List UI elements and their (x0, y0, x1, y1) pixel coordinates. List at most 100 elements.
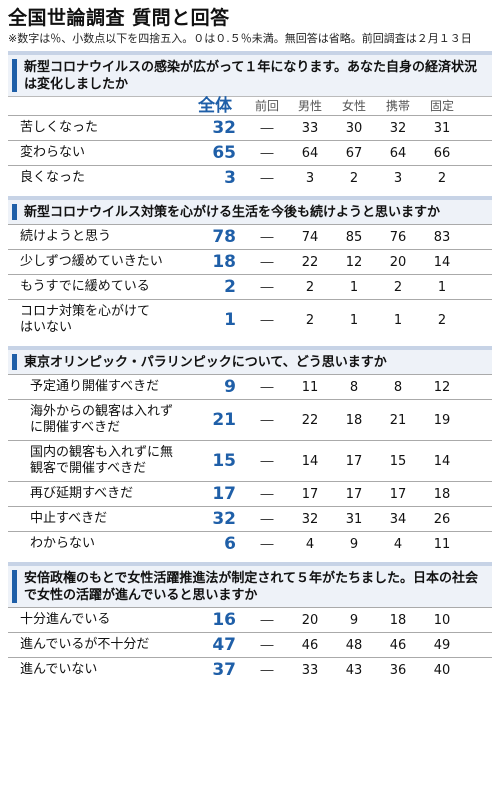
female-value: 9 (349, 612, 359, 628)
prev-value: ― (260, 511, 274, 527)
table-row: 海外からの観客は入れずに開催すべきだ 21 ― 22 18 21 19 (8, 399, 492, 440)
male-value: 4 (305, 536, 315, 552)
mobile-value: 8 (393, 379, 403, 395)
mobile-value: 17 (389, 486, 407, 502)
male-value: 74 (301, 229, 319, 245)
male-value: 22 (301, 254, 319, 270)
prev-value: ― (260, 662, 274, 678)
prev-value: ― (260, 453, 274, 469)
male-value: 2 (305, 312, 315, 328)
answer-label: 苦しくなった (20, 120, 99, 135)
mobile-value: 34 (389, 511, 407, 527)
landline-value: 18 (433, 486, 451, 502)
male-value: 33 (301, 662, 319, 678)
answer-label: 中止すべきだ (30, 511, 108, 526)
table-row: 進んでいない 37 ― 33 43 36 40 (8, 657, 492, 682)
male-value: 17 (301, 486, 319, 502)
prev-value: ― (260, 279, 274, 295)
total-value: 47 (212, 635, 236, 655)
male-value: 14 (301, 453, 319, 469)
mobile-value: 46 (389, 637, 407, 653)
prev-value: ― (260, 486, 274, 502)
column-header-row: 全体 前回 男性 女性 携帯 固定 (8, 96, 492, 115)
landline-value: 66 (433, 145, 451, 161)
female-value: 18 (345, 412, 363, 428)
accent-bar (12, 354, 17, 370)
total-value: 17 (212, 484, 236, 504)
table-row: 再び延期すべきだ 17 ― 17 17 17 18 (8, 481, 492, 506)
accent-bar (12, 570, 17, 603)
answer-label: 国内の観客も入れずに無観客で開催すべきだ (30, 445, 174, 476)
male-value: 2 (305, 279, 315, 295)
mobile-value: 36 (389, 662, 407, 678)
question-section-1: 新型コロナウイルスの感染が広がって１年になります。あなた自身の経済状況は変化しま… (8, 51, 492, 190)
prev-value: ― (260, 254, 274, 270)
answer-label: 少しずつ緩めていきたい (20, 254, 163, 269)
female-value: 2 (349, 170, 359, 186)
mobile-value: 4 (393, 536, 403, 552)
table-row: 進んでいるが不十分だ 47 ― 46 48 46 49 (8, 632, 492, 657)
prev-value: ― (260, 170, 274, 186)
female-value: 85 (345, 229, 363, 245)
header-male: 男性 (297, 99, 322, 113)
answer-label: もうすでに緩めている (20, 279, 150, 294)
total-value: 16 (212, 610, 236, 630)
table-row: 予定通り開催すべきだ 9 ― 11 8 8 12 (8, 374, 492, 399)
mobile-value: 20 (389, 254, 407, 270)
female-value: 48 (345, 637, 363, 653)
female-value: 30 (345, 120, 363, 136)
table-row: 続けようと思う 78 ― 74 85 76 83 (8, 224, 492, 249)
prev-value: ― (260, 145, 274, 161)
table-row: もうすでに緩めている 2 ― 2 1 2 1 (8, 274, 492, 299)
table-row: 変わらない 65 ― 64 67 64 66 (8, 140, 492, 165)
total-value: 15 (212, 451, 236, 471)
accent-bar (12, 59, 17, 92)
header-mobile: 携帯 (385, 99, 410, 113)
male-value: 11 (301, 379, 319, 395)
female-value: 1 (349, 279, 359, 295)
prev-value: ― (260, 412, 274, 428)
landline-value: 2 (437, 170, 447, 186)
question-text: 安倍政権のもとで女性活躍推進法が制定されて５年がたちました。日本の社会で女性の活… (8, 566, 492, 607)
answer-label: 進んでいるが不十分だ (20, 637, 150, 652)
answer-label: 海外からの観客は入れずに開催すべきだ (30, 404, 174, 435)
mobile-value: 3 (393, 170, 403, 186)
landline-value: 40 (433, 662, 451, 678)
total-value: 78 (212, 227, 236, 247)
table-row: 良くなった 3 ― 3 2 3 2 (8, 165, 492, 190)
header-female: 女性 (341, 99, 366, 113)
mobile-value: 21 (389, 412, 407, 428)
table-row: コロナ対策を心がけてはいない 1 ― 2 1 1 2 (8, 299, 492, 340)
male-value: 20 (301, 612, 319, 628)
landline-value: 12 (433, 379, 451, 395)
prev-value: ― (260, 379, 274, 395)
prev-value: ― (260, 312, 274, 328)
landline-value: 83 (433, 229, 451, 245)
male-value: 3 (305, 170, 315, 186)
question-section-4: 安倍政権のもとで女性活躍推進法が制定されて５年がたちました。日本の社会で女性の活… (8, 562, 492, 682)
question-text: 東京オリンピック・パラリンピックについて、どう思いますか (8, 350, 492, 374)
answer-label: 良くなった (20, 170, 86, 185)
landline-value: 10 (433, 612, 451, 628)
landline-value: 26 (433, 511, 451, 527)
female-value: 8 (349, 379, 359, 395)
male-value: 22 (301, 412, 319, 428)
total-value: 32 (212, 118, 236, 138)
total-value: 37 (212, 660, 236, 680)
table-row: 中止すべきだ 32 ― 32 31 34 26 (8, 506, 492, 531)
answer-label: 進んでいない (20, 662, 98, 677)
header-landline: 固定 (429, 99, 454, 113)
page-note: ※数字は％、小数点以下を四捨五入。０は０.５％未満。無回答は省略。前回調査は２月… (8, 32, 472, 45)
prev-value: ― (260, 612, 274, 628)
landline-value: 31 (433, 120, 451, 136)
female-value: 1 (349, 312, 359, 328)
total-value: 9 (224, 377, 236, 397)
landline-value: 1 (437, 279, 447, 295)
table-row: 十分進んでいる 16 ― 20 9 18 10 (8, 607, 492, 632)
page-title: 全国世論調査 質問と回答 (8, 7, 230, 29)
female-value: 17 (345, 486, 363, 502)
answer-label: わからない (30, 536, 96, 551)
question-text: 新型コロナウイルスの感染が広がって１年になります。あなた自身の経済状況は変化しま… (8, 55, 492, 96)
male-value: 32 (301, 511, 319, 527)
